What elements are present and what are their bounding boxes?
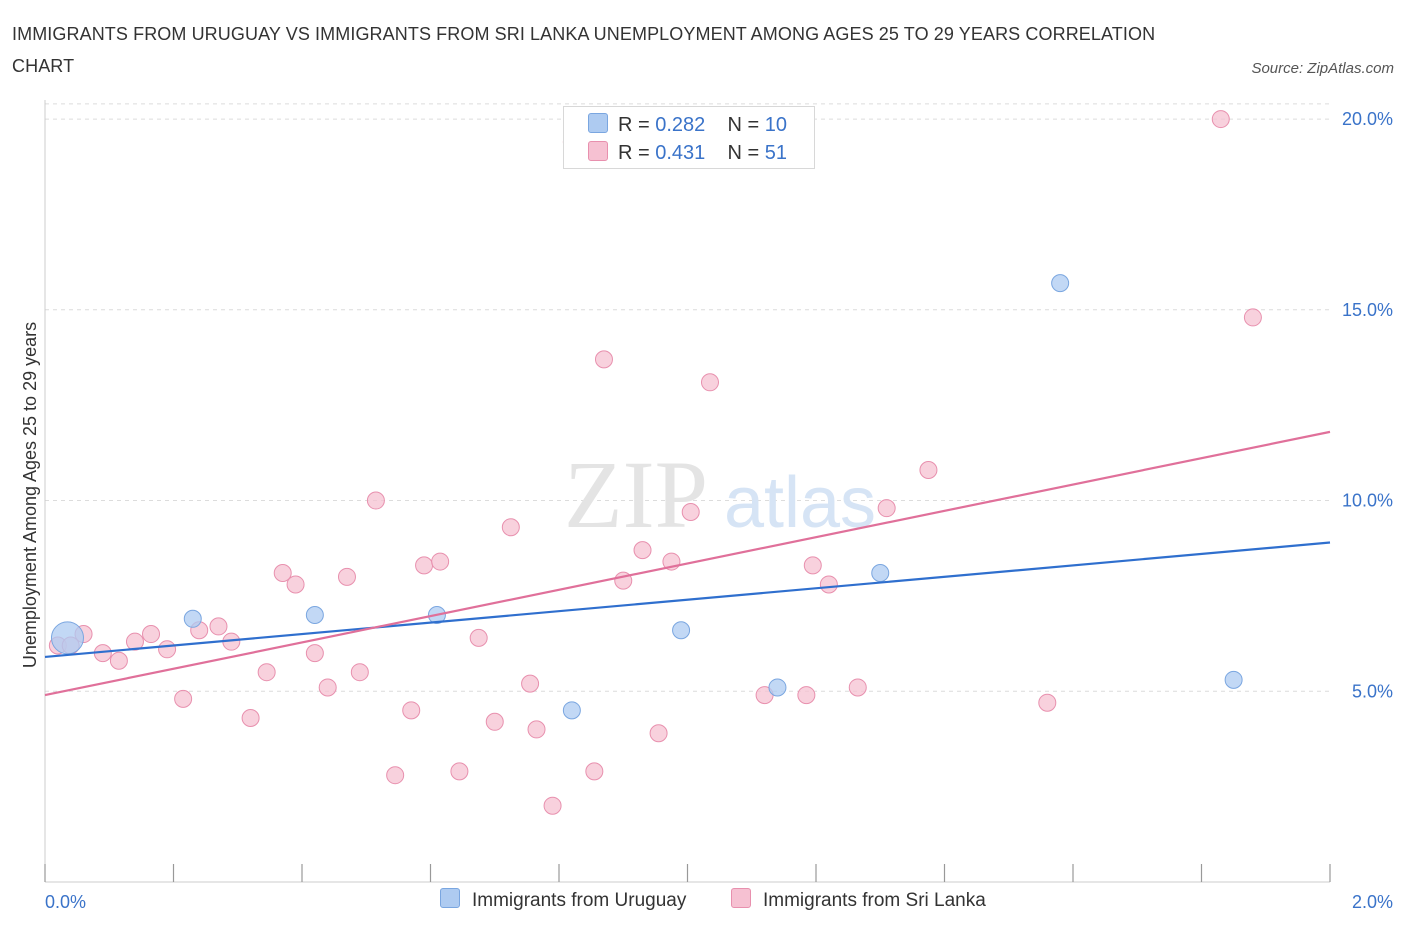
uruguay-r-value: 0.282 xyxy=(655,114,706,136)
srilanka-point xyxy=(919,461,938,480)
srilanka-point xyxy=(543,796,562,815)
srilanka-point xyxy=(158,640,177,659)
source-label: Source: ZipAtlas.com xyxy=(1251,60,1394,77)
srilanka-point xyxy=(700,373,719,392)
legend-row-srilanka: R = 0.431 N = 51 xyxy=(588,141,787,165)
srilanka-point xyxy=(337,567,356,586)
chart-title: IMMIGRANTS FROM URUGUAY VS IMMIGRANTS FR… xyxy=(12,24,1156,76)
srilanka-point xyxy=(305,644,324,663)
srilanka-r-value: 0.431 xyxy=(655,142,706,164)
watermark-zip: ZIP xyxy=(564,441,708,548)
uruguay-point xyxy=(1051,274,1070,293)
srilanka-n-value: 51 xyxy=(764,142,788,164)
watermark-atlas: atlas xyxy=(724,463,876,543)
srilanka-point xyxy=(431,552,450,571)
srilanka-point xyxy=(386,766,405,785)
trend-lines xyxy=(44,430,1331,697)
srilanka-point xyxy=(633,541,652,560)
srilanka-point xyxy=(521,674,540,693)
uruguay-point xyxy=(562,701,581,720)
srilanka-swatch xyxy=(588,141,608,161)
legend-row-uruguay: R = 0.282 N = 10 xyxy=(588,113,787,137)
axes xyxy=(44,100,1331,883)
srilanka-point xyxy=(142,625,161,644)
uruguay-point xyxy=(768,678,787,697)
srilanka-point xyxy=(585,762,604,781)
srilanka-point xyxy=(109,651,128,670)
uruguay-point xyxy=(50,621,84,655)
srilanka-point xyxy=(450,762,469,781)
srilanka-point xyxy=(366,491,385,510)
srilanka-point xyxy=(469,628,488,647)
srilanka-point xyxy=(241,708,260,727)
srilanka-point xyxy=(415,556,434,575)
x-tick-label-min: 0.0% xyxy=(45,892,86,912)
y-tick-label: 10.0% xyxy=(1342,491,1393,511)
srilanka-trend-line xyxy=(44,430,1331,697)
srilanka-point xyxy=(318,678,337,697)
srilanka-point xyxy=(125,632,144,651)
uruguay-point xyxy=(183,609,202,628)
y-axis-label: Unemployment Among Ages 25 to 29 years xyxy=(20,322,40,668)
srilanka-point xyxy=(681,502,700,521)
y-tick-label: 5.0% xyxy=(1352,681,1393,701)
srilanka-point xyxy=(848,678,867,697)
uruguay-point xyxy=(871,564,890,583)
series-uruguay-points xyxy=(50,274,1243,720)
srilanka-point xyxy=(273,564,292,583)
srilanka-point xyxy=(350,663,369,682)
srilanka-point xyxy=(819,575,838,594)
uruguay-trend-line xyxy=(44,541,1331,659)
uruguay-point xyxy=(1224,670,1243,689)
srilanka-point xyxy=(485,712,504,731)
srilanka-point xyxy=(174,689,193,708)
srilanka-point xyxy=(257,663,276,682)
uruguay-swatch xyxy=(588,113,608,133)
srilanka-point xyxy=(1038,693,1057,712)
bottom-legend-uruguay: Immigrants from Uruguay xyxy=(440,888,686,912)
bottom-legend-srilanka: Immigrants from Sri Lanka xyxy=(731,888,986,912)
correlation-legend: R = 0.282 N = 10 R = 0.431 N = 51 xyxy=(563,106,815,169)
srilanka-point xyxy=(797,686,816,705)
uruguay-point xyxy=(672,621,691,640)
srilanka-point xyxy=(527,720,546,739)
uruguay-point xyxy=(305,605,324,624)
grid-lines xyxy=(45,103,1330,692)
x-tick-label-max: 2.0% xyxy=(1352,892,1393,912)
srilanka-point xyxy=(501,518,520,537)
srilanka-point xyxy=(286,575,305,594)
srilanka-point xyxy=(1211,110,1230,129)
y-tick-label: 15.0% xyxy=(1342,300,1393,320)
srilanka-point xyxy=(402,701,421,720)
y-tick-label: 20.0% xyxy=(1342,109,1393,129)
srilanka-point xyxy=(803,556,822,575)
srilanka-point xyxy=(209,617,228,636)
srilanka-point xyxy=(594,350,613,369)
srilanka-point xyxy=(877,499,896,518)
srilanka-point xyxy=(1243,308,1262,327)
srilanka-point xyxy=(649,724,668,743)
srilanka-legend-swatch xyxy=(731,888,751,908)
uruguay-n-value: 10 xyxy=(764,114,788,136)
tick-labels: 5.0% 10.0% 15.0% 20.0% 0.0% 2.0% xyxy=(45,109,1393,912)
uruguay-legend-swatch xyxy=(440,888,460,908)
